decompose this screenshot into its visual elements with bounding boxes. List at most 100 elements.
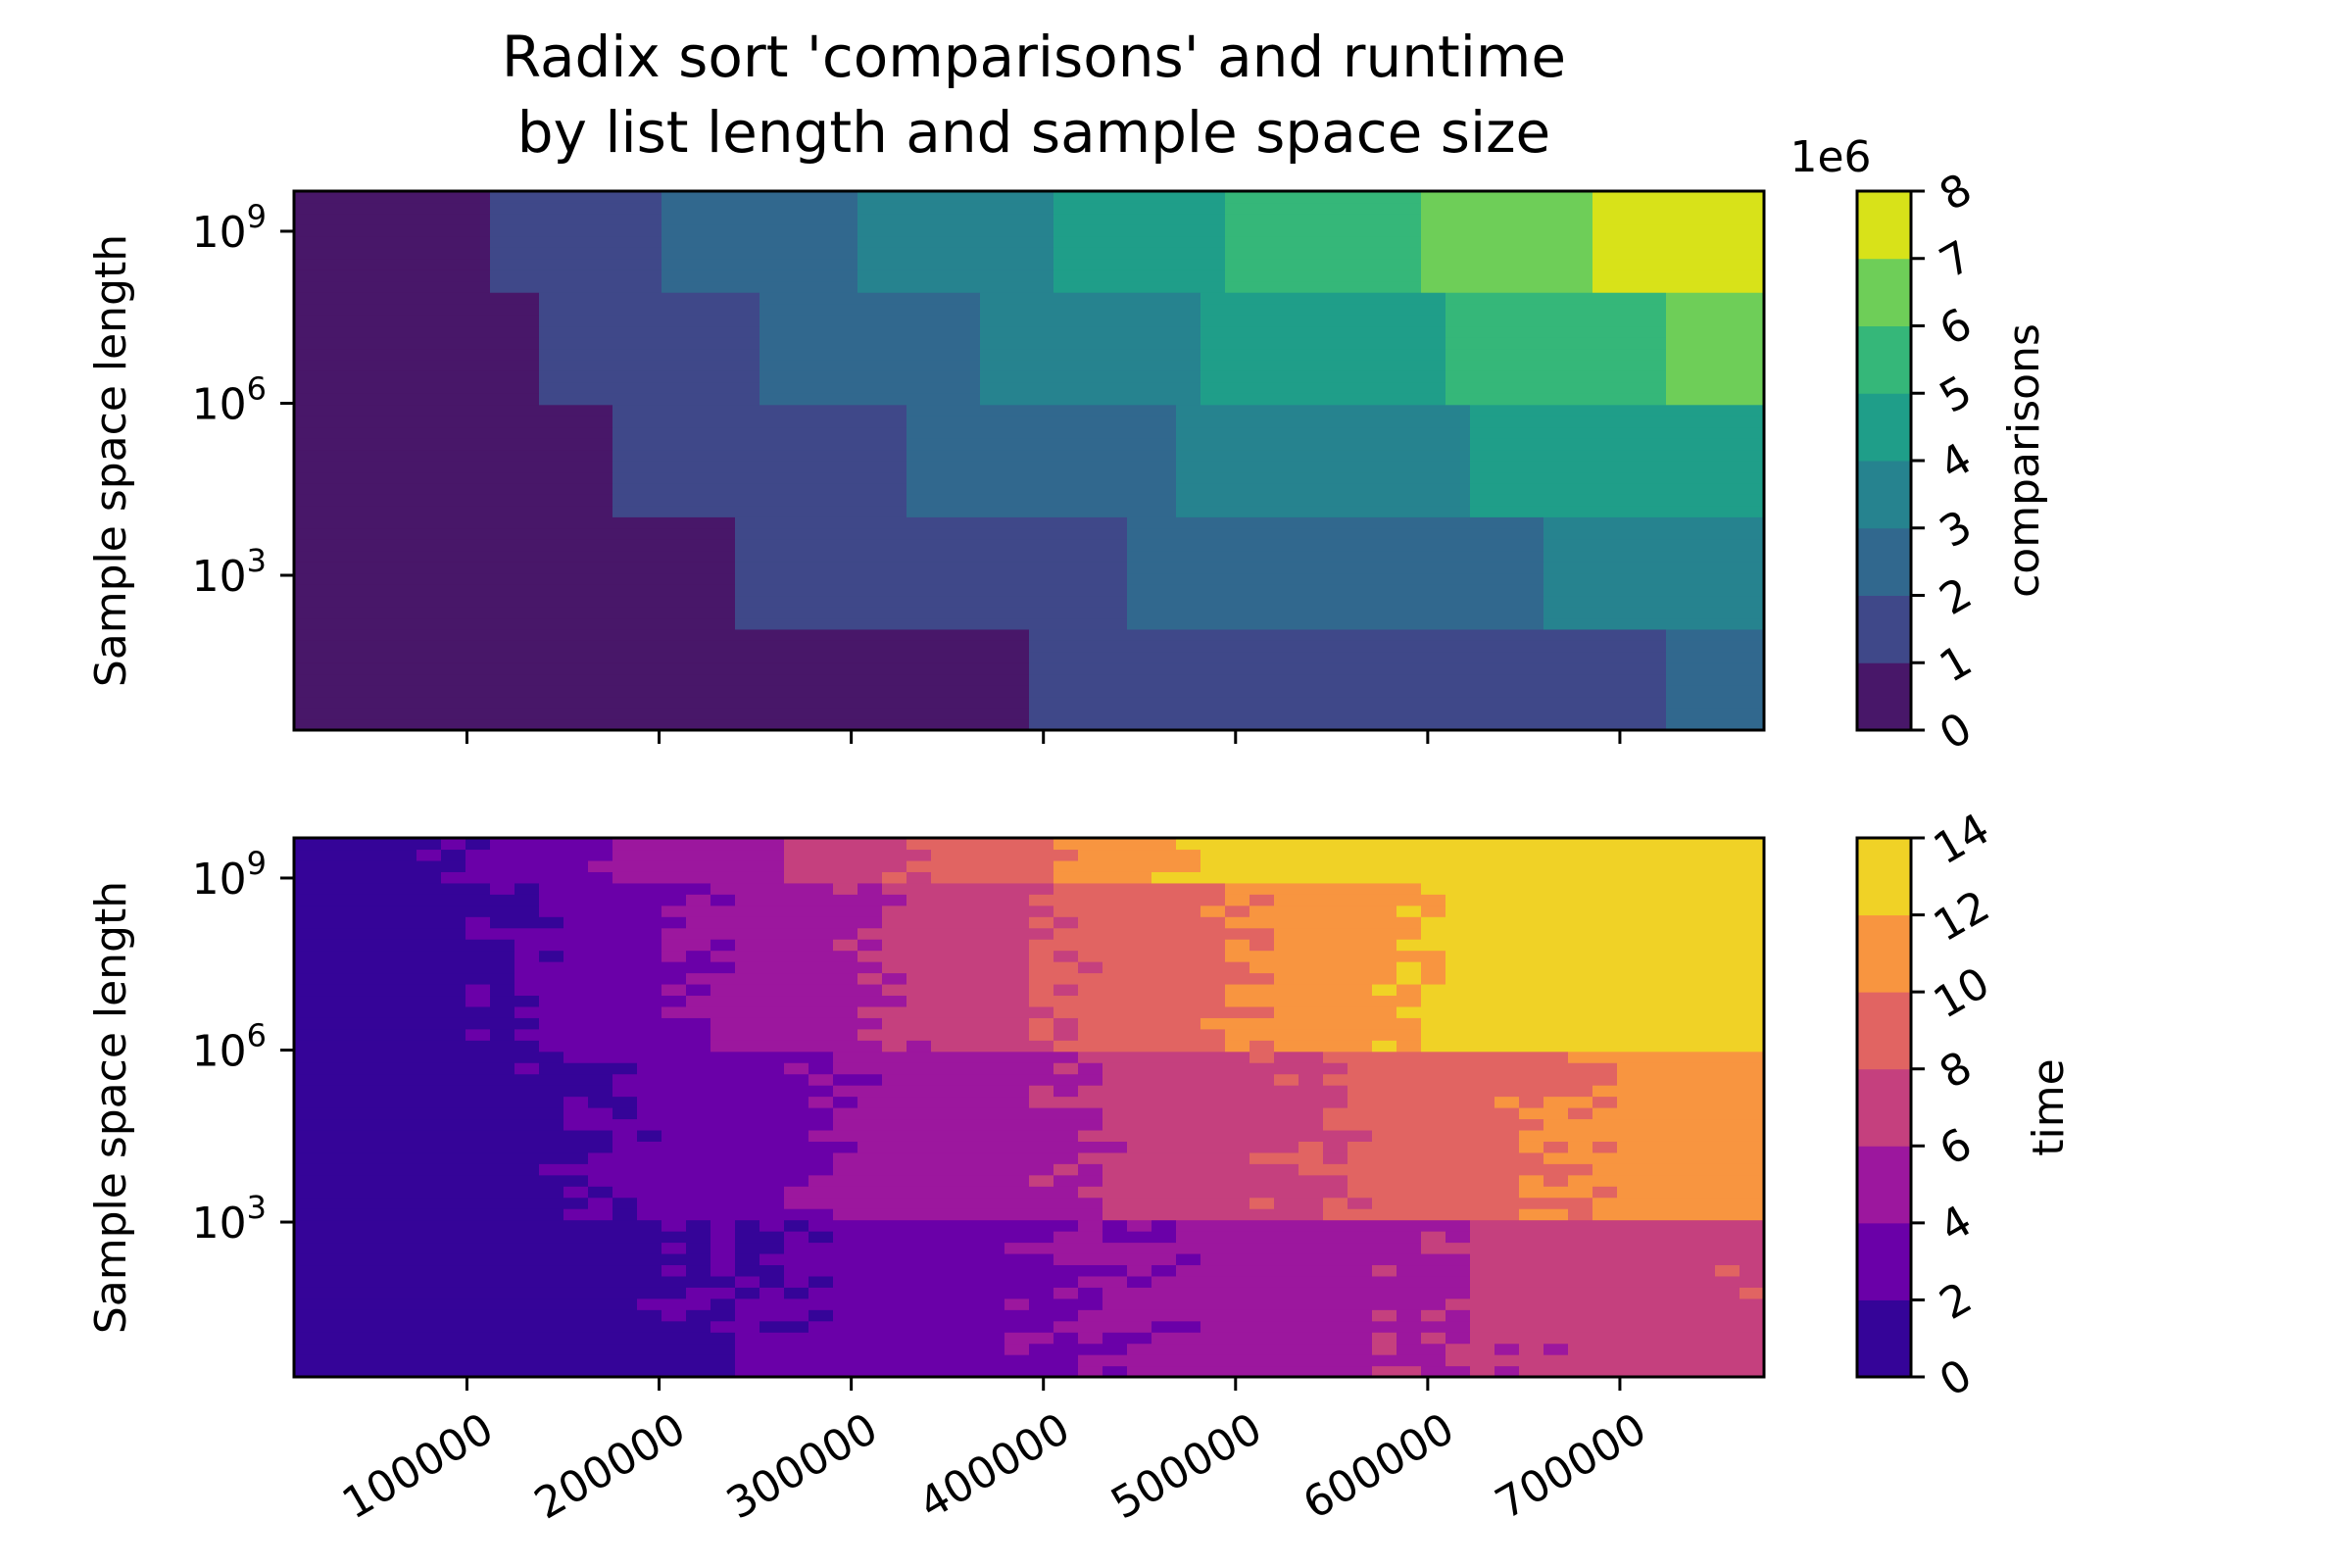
heatmap-cell xyxy=(833,606,858,619)
heatmap-cell xyxy=(490,348,515,361)
heatmap-cell xyxy=(1078,482,1103,495)
heatmap-cell xyxy=(1568,336,1593,350)
heatmap-cell xyxy=(735,449,760,462)
heatmap-cell xyxy=(662,1186,687,1199)
heatmap-cell xyxy=(1250,550,1275,563)
heatmap-cell xyxy=(710,393,736,406)
heatmap-cell xyxy=(1029,894,1054,906)
heatmap-cell xyxy=(906,927,932,940)
heatmap-cell xyxy=(1274,696,1299,709)
heatmap-cell xyxy=(784,905,809,917)
heatmap-cell xyxy=(612,471,638,484)
heatmap-cell xyxy=(1298,404,1324,416)
heatmap-cell xyxy=(588,584,613,597)
heatmap-cell xyxy=(1102,438,1128,451)
heatmap-cell xyxy=(637,572,662,585)
heatmap-cell xyxy=(1323,224,1348,237)
heatmap-cell xyxy=(1446,539,1471,552)
heatmap-cell xyxy=(1715,685,1740,698)
heatmap-cell xyxy=(392,224,417,237)
heatmap-cell xyxy=(1740,303,1765,316)
heatmap-cell xyxy=(1152,1231,1177,1244)
heatmap-cell xyxy=(1078,258,1103,270)
heatmap-cell xyxy=(1078,708,1103,720)
heatmap-cell xyxy=(416,381,442,394)
heatmap-cell xyxy=(539,1343,564,1355)
heatmap-cell xyxy=(416,1343,442,1355)
heatmap-cell xyxy=(612,1354,638,1367)
heatmap-cell xyxy=(564,617,589,630)
heatmap-cell xyxy=(343,685,368,698)
heatmap-cell xyxy=(980,482,1005,495)
heatmap-cell xyxy=(466,972,491,985)
heatmap-cell xyxy=(1642,584,1667,597)
heatmap-cell xyxy=(980,718,1005,731)
heatmap-cell xyxy=(1102,595,1128,608)
heatmap-cell xyxy=(588,1051,613,1063)
heatmap-cell xyxy=(1127,882,1152,895)
heatmap-cell xyxy=(1102,539,1128,552)
heatmap-cell xyxy=(637,1062,662,1075)
heatmap-cell xyxy=(833,939,858,952)
heatmap-cell xyxy=(833,572,858,585)
heatmap-cell xyxy=(514,1208,540,1221)
heatmap-cell xyxy=(882,1186,907,1199)
heatmap-cell xyxy=(343,1163,368,1176)
heatmap-cell xyxy=(441,1017,466,1030)
heatmap-cell xyxy=(343,562,368,574)
heatmap-cell xyxy=(416,673,442,686)
heatmap-cell xyxy=(1200,595,1226,608)
heatmap-cell xyxy=(343,505,368,517)
heatmap-cell xyxy=(662,617,687,630)
heatmap-cell xyxy=(343,348,368,361)
heatmap-cell xyxy=(931,950,956,962)
heatmap-cell xyxy=(1617,662,1642,675)
heatmap-cell xyxy=(564,280,589,293)
heatmap-cell xyxy=(416,315,442,327)
heatmap-cell xyxy=(858,1017,883,1030)
heatmap-cell xyxy=(1152,651,1177,663)
heatmap-cell xyxy=(833,381,858,394)
heatmap-cell xyxy=(1690,606,1716,619)
heatmap-cell xyxy=(1225,1040,1250,1053)
heatmap-cell xyxy=(1666,584,1691,597)
heatmap-cell xyxy=(1176,882,1201,895)
heatmap-cell xyxy=(637,1219,662,1232)
heatmap-cell xyxy=(612,516,638,529)
heatmap-cell xyxy=(1029,1208,1054,1221)
heatmap-cell xyxy=(343,1365,368,1378)
heatmap-cell xyxy=(1494,393,1520,406)
heatmap-cell xyxy=(1004,1085,1030,1098)
heatmap-cell xyxy=(1250,213,1275,225)
heatmap-cell xyxy=(588,449,613,462)
heatmap-cell xyxy=(710,950,736,962)
heatmap-cell xyxy=(1323,426,1348,439)
heatmap-cell xyxy=(1102,370,1128,383)
heatmap-cell xyxy=(931,972,956,985)
heatmap-cell xyxy=(1250,494,1275,507)
heatmap-cell xyxy=(1470,258,1495,270)
heatmap-cell xyxy=(564,1365,589,1378)
heatmap-cell xyxy=(1102,359,1128,371)
heatmap-cell xyxy=(662,1354,687,1367)
heatmap-cell xyxy=(490,983,515,997)
heatmap-cell xyxy=(564,202,589,215)
heatmap-cell xyxy=(1642,213,1667,225)
heatmap-cell xyxy=(1274,961,1299,974)
heatmap-cell xyxy=(588,1107,613,1120)
heatmap-cell xyxy=(808,685,834,698)
heatmap-cell xyxy=(882,404,907,416)
heatmap-cell xyxy=(1446,202,1471,215)
heatmap-cell xyxy=(318,359,344,371)
heatmap-cell xyxy=(1298,539,1324,552)
heatmap-cell xyxy=(368,640,393,653)
heatmap-cell xyxy=(833,1163,858,1176)
heatmap-cell xyxy=(564,859,589,872)
heatmap-cell xyxy=(588,270,613,282)
heatmap-cell xyxy=(1078,1174,1103,1187)
heatmap-cell xyxy=(466,292,491,305)
heatmap-cell xyxy=(710,916,736,929)
heatmap-cell xyxy=(637,1197,662,1209)
heatmap-cell xyxy=(612,595,638,608)
heatmap-cell xyxy=(1323,280,1348,293)
